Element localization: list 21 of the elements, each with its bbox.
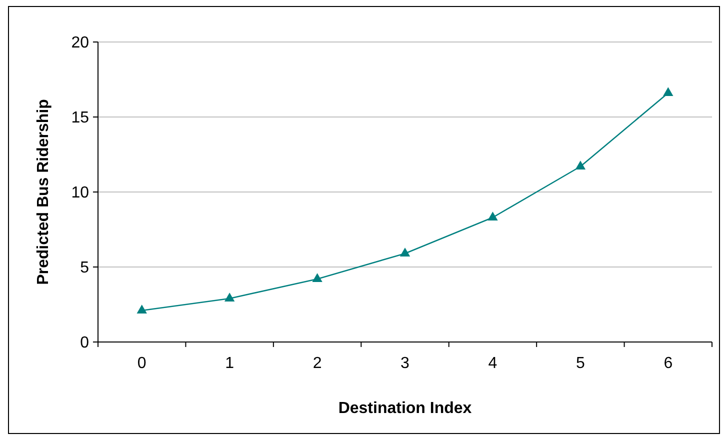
y-tick-label: 20 (71, 34, 90, 52)
point (224, 292, 235, 302)
point (400, 248, 410, 256)
point (575, 160, 586, 170)
x-tick-label: 3 (400, 355, 410, 372)
x-axis-title: Destination Index (338, 400, 472, 417)
y-tick-label: 15 (71, 110, 90, 127)
x-tick-label: 1 (225, 355, 234, 372)
point (136, 304, 147, 314)
x-tick-label: 2 (312, 355, 322, 372)
point (312, 273, 322, 282)
x-tick-label: 5 (576, 355, 585, 372)
y-tick-label: 5 (80, 260, 90, 277)
y-tick-label: 10 (71, 184, 90, 202)
x-tick-label: 6 (664, 355, 673, 372)
y-axis-title: Predicted Bus Ridership (35, 98, 52, 285)
x-tick-label: 4 (488, 355, 498, 372)
point (663, 87, 674, 96)
point (488, 212, 498, 220)
y-tick-label: 0 (80, 334, 90, 352)
x-tick-label: 0 (137, 355, 146, 372)
